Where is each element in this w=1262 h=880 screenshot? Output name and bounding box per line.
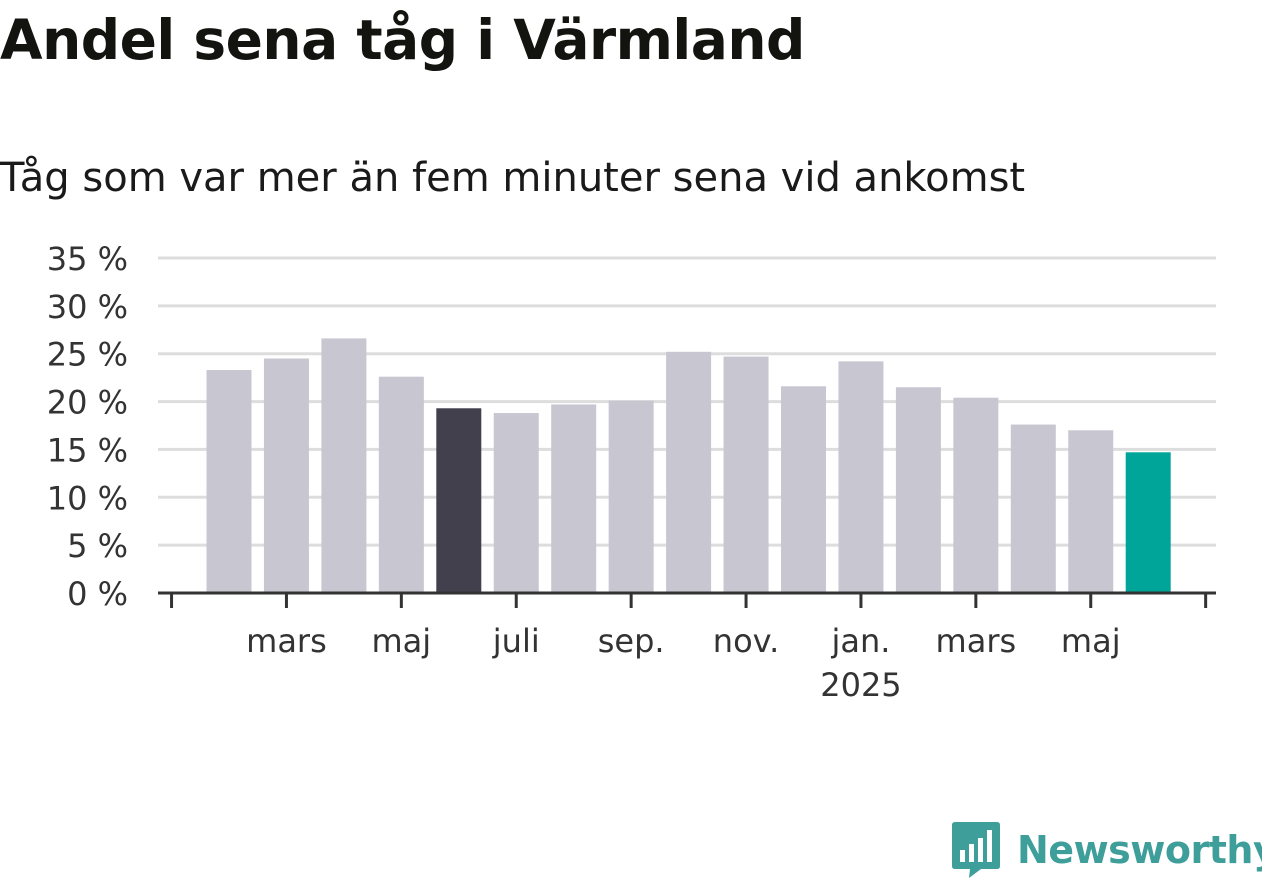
bar [781, 386, 826, 593]
y-axis-tick-labels: 0 % 5 % 10 % 15 % 20 % 25 % 30 % 35 % [47, 240, 128, 613]
newsworthy-logo: Newsworthy [951, 820, 1262, 880]
bar [1010, 424, 1056, 593]
bar [1125, 452, 1171, 593]
brand-name: Newsworthy [1017, 828, 1262, 872]
y-tick-label: 15 % [47, 431, 128, 469]
x-axis [158, 591, 1216, 608]
bar [953, 397, 999, 593]
x-tick-year-label: 2025 [820, 666, 901, 704]
y-tick-label: 35 % [47, 240, 128, 278]
bar [1068, 430, 1114, 593]
bar [895, 387, 941, 593]
bar [723, 356, 769, 593]
x-tick-label: mars [936, 622, 1017, 660]
y-tick-label: 20 % [47, 384, 128, 422]
bar [263, 358, 309, 593]
bar-chart-speech-icon [952, 822, 1000, 878]
x-tick-label: sep. [598, 622, 665, 660]
x-axis-tick-labels: mars maj juli sep. nov. jan. 2025 mars maj [246, 622, 1120, 704]
bar [378, 376, 424, 593]
bar [436, 408, 482, 593]
bars [206, 338, 1171, 593]
y-tick-label: 5 % [67, 527, 128, 565]
bar [493, 413, 539, 593]
y-tick-label: 10 % [47, 479, 128, 517]
bar [551, 404, 597, 593]
y-tick-label: 25 % [47, 336, 128, 374]
bar [666, 351, 712, 593]
y-tick-label: 30 % [47, 288, 128, 326]
x-tick-label: maj [372, 622, 432, 660]
bar [206, 369, 252, 593]
chart-subtitle: Tåg som var mer än fem minuter sena vid … [0, 155, 1026, 201]
x-tick-label: mars [246, 622, 327, 660]
bar [321, 338, 367, 593]
chart-title: Andel sena tåg i Värmland [0, 8, 805, 72]
x-tick-label: maj [1061, 622, 1121, 660]
bar [838, 361, 884, 593]
x-tick-label: nov. [713, 622, 779, 660]
x-tick-label: jan. [830, 622, 890, 660]
y-tick-label: 0 % [67, 575, 128, 613]
x-tick-label: juli [492, 622, 540, 660]
bar [608, 400, 654, 593]
